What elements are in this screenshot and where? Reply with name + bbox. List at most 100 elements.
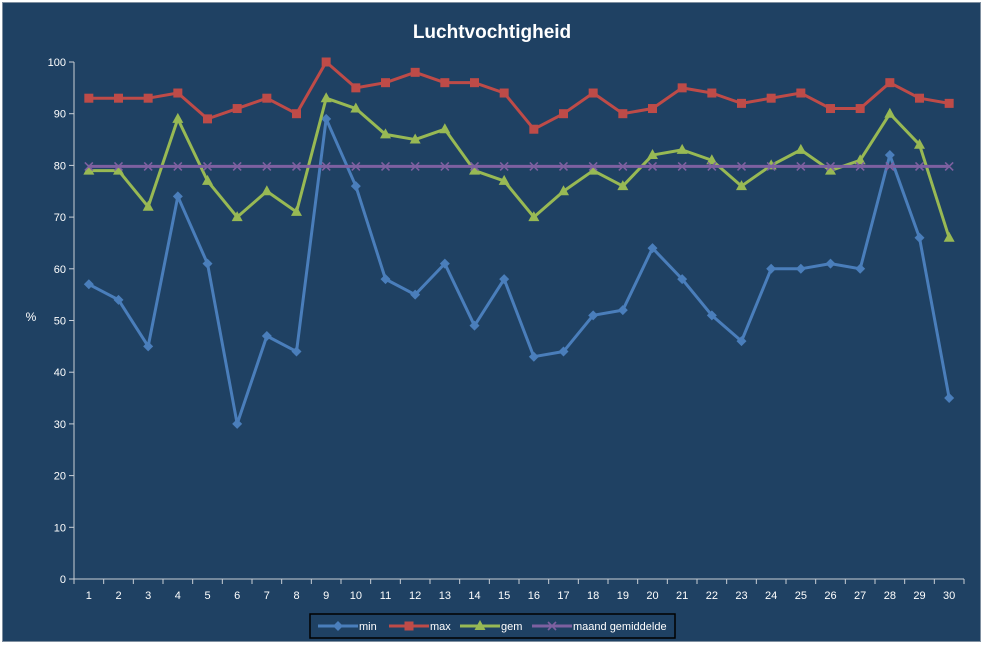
data-point-gem [676,143,688,154]
data-point-max [173,88,183,98]
data-point-gem [647,149,658,160]
y-tick-label: 80 [54,160,66,172]
data-point-max [588,88,598,98]
data-point-gem [943,231,955,242]
legend-label-min: min [359,621,377,633]
data-point-min [113,294,124,305]
data-point-min [647,243,658,254]
data-point-maand-gemiddelde [736,161,747,171]
data-point-min [83,279,94,290]
data-point-min [291,346,302,357]
x-tick-label: 4 [175,590,181,602]
x-tick-label: 5 [204,590,210,602]
data-point-max [143,93,153,103]
data-point-maand-gemiddelde [173,161,183,171]
y-tick-label: 10 [54,522,66,534]
y-axis-title: % [26,310,37,324]
x-tick-label: 24 [765,590,777,602]
data-point-min [944,393,955,404]
data-point-maand-gemiddelde [588,161,598,171]
data-point-min [232,418,243,429]
data-point-gem [587,164,599,175]
series-line-max [88,60,950,131]
data-point-min [499,274,510,285]
data-point-gem [350,102,362,113]
data-point-min [795,263,806,274]
data-point-max [114,93,123,103]
chart-title: Luchtvochtigheid [413,22,571,43]
data-point-gem [172,112,184,123]
data-point-min [202,258,213,269]
data-point-gem [320,92,332,103]
data-point-max [559,109,568,119]
data-point-max [796,88,806,98]
data-point-max [766,93,776,103]
data-point-maand-gemiddelde [618,161,628,171]
legend-label-maand-gemiddelde: maand gemiddelde [573,621,667,633]
data-point-max [885,78,895,88]
y-tick-label: 20 [54,471,66,483]
data-point-max [826,104,835,114]
legend-marker-gem [474,620,486,630]
legend-label-gem: gem [501,621,522,633]
data-point-max [499,88,509,98]
data-point-maand-gemiddelde [914,161,925,171]
data-point-min [143,341,154,352]
data-point-max [529,124,539,134]
x-tick-label: 30 [943,590,955,602]
data-point-gem [884,107,896,118]
data-point-maand-gemiddelde [113,161,124,171]
series-gem [83,92,955,242]
data-point-maand-gemiddelde [440,161,450,171]
data-point-min [380,274,391,285]
x-tick-label: 2 [115,590,121,602]
y-tick-label: 40 [54,367,66,379]
data-point-max [262,93,272,103]
data-point-gem [706,154,718,165]
x-tick-label: 22 [706,590,718,602]
data-point-maand-gemiddelde [143,161,153,171]
x-tick-label: 19 [617,590,629,602]
data-point-maand-gemiddelde [885,161,895,171]
x-tick-label: 7 [264,590,270,602]
series-layer [83,57,955,429]
data-point-max [381,78,390,88]
x-tick-label: 1 [86,590,92,602]
data-point-gem [202,174,213,185]
data-point-max [351,83,361,93]
y-tick-label: 50 [54,316,66,328]
data-point-maand-gemiddelde [796,161,806,171]
data-point-max [707,88,717,98]
data-point-max [648,104,657,114]
data-point-max [470,78,479,88]
x-tick-label: 13 [439,590,451,602]
x-tick-label: 16 [528,590,540,602]
x-tick-label: 6 [234,590,240,602]
x-tick-label: 21 [676,590,688,602]
x-tick-label: 11 [380,590,391,602]
x-tick-labels: 1 2 3 4 5 6 7 8 9 10 11 12 13 14 15 16 17 18 19 20 21 22 23 24 2… [86,590,956,602]
data-point-maand-gemiddelde [944,161,954,171]
data-point-max [944,98,954,108]
data-point-min [439,258,450,269]
data-point-max [292,109,301,119]
data-point-min [172,191,183,202]
data-point-min [261,331,272,342]
data-point-gem [291,205,302,216]
data-point-min [855,263,866,274]
data-point-gem [439,123,451,134]
data-point-max [321,57,331,67]
data-point-min [677,274,688,285]
x-tick-label: 14 [468,590,480,602]
data-point-maand-gemiddelde [410,161,420,171]
x-tick-label: 3 [145,590,151,602]
data-point-max [84,93,94,103]
data-point-gem [409,133,421,144]
y-tick-label: 60 [54,264,66,276]
data-point-maand-gemiddelde [291,161,302,171]
data-point-min [766,263,777,274]
x-tick-label: 29 [913,590,925,602]
data-point-gem [498,174,510,185]
data-point-gem [795,143,807,154]
data-point-maand-gemiddelde [469,161,480,171]
